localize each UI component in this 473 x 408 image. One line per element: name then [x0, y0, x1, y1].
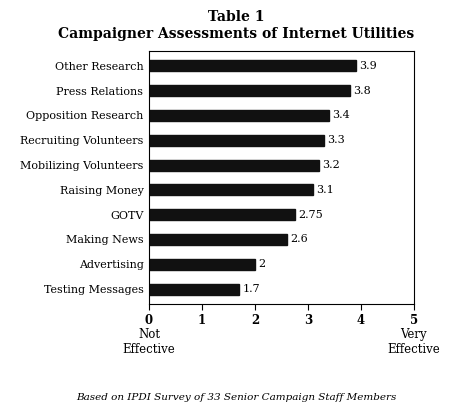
Text: 3.2: 3.2	[322, 160, 340, 170]
Bar	[149, 135, 324, 146]
Bar	[149, 160, 318, 171]
Text: Not
Effective: Not Effective	[123, 328, 175, 355]
Text: 3.3: 3.3	[327, 135, 345, 145]
Bar	[149, 85, 350, 96]
Text: 3.1: 3.1	[316, 185, 334, 195]
Bar	[149, 234, 287, 245]
Text: 3.9: 3.9	[359, 61, 377, 71]
Text: 2: 2	[258, 259, 265, 269]
Text: 3.8: 3.8	[353, 86, 371, 96]
Text: 2.75: 2.75	[298, 210, 323, 220]
Text: Campaigner Assessments of Internet Utilities: Campaigner Assessments of Internet Utili…	[58, 27, 415, 40]
Bar	[149, 259, 255, 270]
Bar	[149, 209, 295, 220]
Text: Very
Effective: Very Effective	[387, 328, 440, 355]
Text: 2.6: 2.6	[290, 235, 307, 244]
Text: 1.7: 1.7	[242, 284, 260, 294]
Bar	[149, 110, 329, 121]
Bar	[149, 60, 356, 71]
Text: Based on IPDI Survey of 33 Senior Campaign Staff Members: Based on IPDI Survey of 33 Senior Campai…	[76, 393, 397, 402]
Text: Table 1: Table 1	[208, 10, 265, 24]
Text: 3.4: 3.4	[333, 111, 350, 120]
Bar	[149, 284, 239, 295]
Bar	[149, 184, 313, 195]
